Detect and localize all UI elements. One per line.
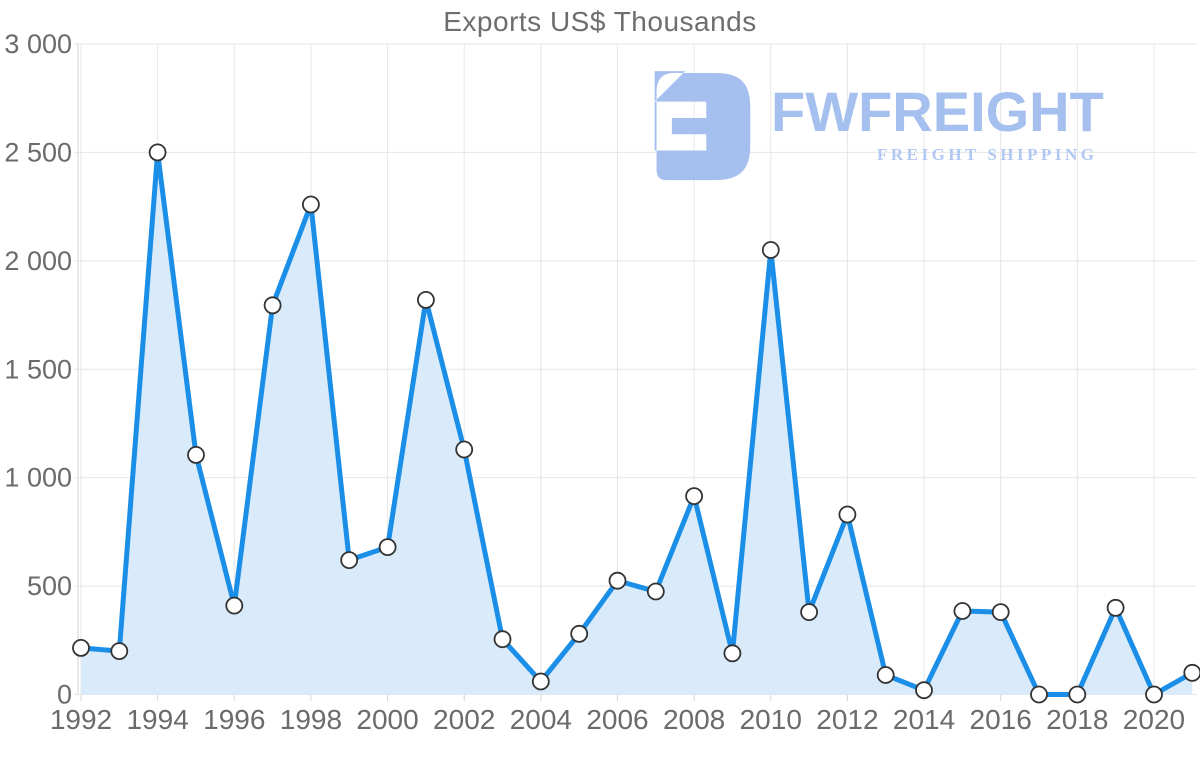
data-point-1993[interactable] bbox=[110, 642, 129, 660]
x-tick-label-2018: 2018 bbox=[1046, 704, 1108, 735]
data-point-2020[interactable] bbox=[1145, 685, 1163, 704]
data-point-1995[interactable] bbox=[187, 445, 205, 464]
x-tick-label-2002: 2002 bbox=[433, 704, 495, 735]
data-point-2008[interactable] bbox=[685, 487, 703, 506]
x-tick-label-2006: 2006 bbox=[586, 704, 648, 735]
x-tick-label-2020: 2020 bbox=[1123, 704, 1185, 735]
x-tick-label-2000: 2000 bbox=[356, 704, 418, 735]
data-point-1997[interactable] bbox=[263, 296, 282, 315]
data-point-2003[interactable] bbox=[493, 630, 512, 649]
data-point-2001[interactable] bbox=[416, 290, 435, 309]
data-point-2002[interactable] bbox=[455, 440, 474, 459]
series-line bbox=[78, 149, 1195, 697]
data-point-2006[interactable] bbox=[608, 571, 627, 590]
data-point-2011[interactable] bbox=[800, 603, 818, 621]
data-point-2012[interactable] bbox=[838, 505, 857, 524]
x-tick-label-2016: 2016 bbox=[970, 704, 1032, 735]
series-area-fill bbox=[81, 152, 1193, 695]
data-point-2019[interactable] bbox=[1106, 598, 1125, 617]
x-tick-label-1994: 1994 bbox=[126, 704, 188, 735]
data-point-2009[interactable] bbox=[723, 644, 742, 663]
data-point-2014[interactable] bbox=[915, 681, 933, 700]
data-point-1998[interactable] bbox=[301, 195, 320, 214]
data-point-2013[interactable] bbox=[876, 666, 895, 684]
y-tick-label-0: 0 bbox=[57, 680, 72, 710]
x-tick-label-2012: 2012 bbox=[816, 704, 878, 735]
data-point-2018[interactable] bbox=[1068, 685, 1087, 704]
x-tick-label-2004: 2004 bbox=[510, 704, 572, 735]
y-tick-label-1000: 1 000 bbox=[4, 463, 72, 493]
data-point-2004[interactable] bbox=[531, 672, 550, 691]
data-point-2021[interactable] bbox=[1183, 663, 1200, 682]
x-tick-label-2008: 2008 bbox=[663, 704, 725, 735]
x-tick-label-2010: 2010 bbox=[740, 704, 802, 735]
data-point-2007[interactable] bbox=[646, 582, 665, 601]
x-tick-label-2014: 2014 bbox=[893, 704, 955, 735]
chart-title: Exports US$ Thousands bbox=[443, 6, 757, 37]
data-point-2010[interactable] bbox=[761, 241, 780, 259]
y-tick-label-2500: 2 500 bbox=[4, 137, 72, 167]
data-point-2015[interactable] bbox=[953, 602, 972, 620]
data-point-2005[interactable] bbox=[570, 624, 589, 643]
y-tick-label-3000: 3 000 bbox=[4, 29, 72, 59]
data-point-1996[interactable] bbox=[225, 596, 244, 615]
data-point-2016[interactable] bbox=[991, 603, 1010, 621]
x-tick-label-1998: 1998 bbox=[280, 704, 342, 735]
x-tick-label-1992: 1992 bbox=[50, 704, 112, 735]
data-point-2017[interactable] bbox=[1030, 685, 1048, 704]
y-tick-label-2000: 2 000 bbox=[4, 246, 72, 276]
data-point-1992[interactable] bbox=[72, 639, 90, 657]
x-tick-label-1996: 1996 bbox=[203, 704, 265, 735]
y-tick-label-500: 500 bbox=[27, 571, 72, 601]
data-point-1994[interactable] bbox=[148, 143, 167, 162]
data-point-2000[interactable] bbox=[378, 538, 397, 556]
y-tick-label-1500: 1 500 bbox=[4, 354, 72, 384]
data-point-1999[interactable] bbox=[340, 551, 359, 569]
